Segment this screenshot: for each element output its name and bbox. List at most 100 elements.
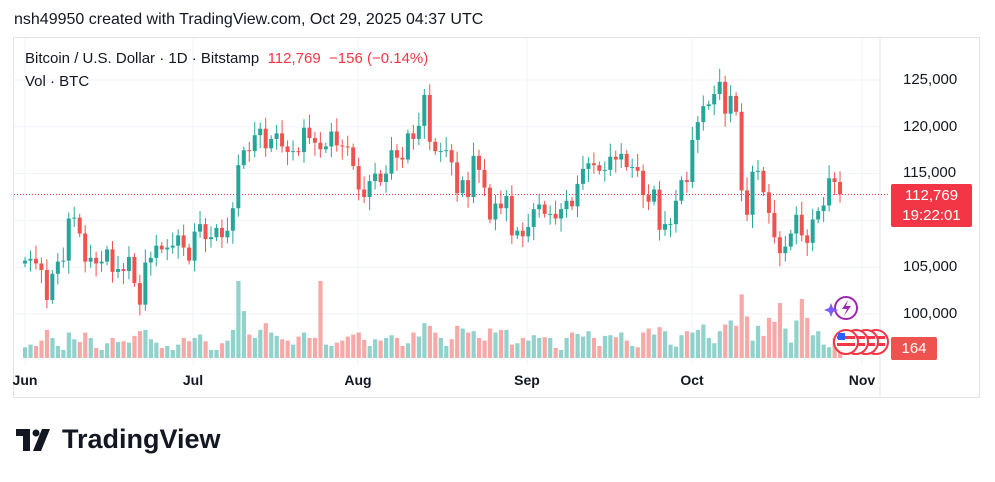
candles [23, 68, 843, 316]
candle-body [810, 219, 815, 243]
candle-body [356, 166, 361, 190]
volume-bar [821, 344, 826, 358]
candle-body [137, 283, 142, 305]
candle-body [258, 128, 263, 136]
volume-bar [739, 294, 744, 358]
candle-body [148, 257, 153, 263]
volume-bar [165, 345, 170, 358]
volume-bar [241, 311, 246, 358]
bar-countdown: 19:22:01 [902, 207, 961, 224]
volume-bar [498, 329, 504, 358]
volume-bar [433, 332, 438, 358]
candle-body [777, 237, 782, 254]
candle-body [449, 150, 454, 163]
volume-bar [159, 347, 164, 358]
volume-bar [772, 321, 777, 358]
volume-bar [509, 344, 515, 358]
candle-body [318, 142, 323, 150]
candle-body [712, 94, 717, 105]
volume-bar [794, 320, 799, 358]
candle-body [280, 133, 285, 147]
last-price-tag: 112,769 19:22:01 [891, 184, 972, 227]
candle-body [307, 127, 312, 139]
candle-body [827, 178, 832, 206]
candle-body [28, 258, 33, 261]
candle-body [50, 273, 55, 300]
volume-bar [340, 340, 345, 358]
volume-bar [827, 347, 832, 358]
volume-bar [143, 329, 148, 358]
candle-body [635, 167, 640, 171]
candle-body [400, 157, 405, 160]
volume-bar [591, 337, 597, 358]
candle-body [641, 170, 646, 196]
volume-bar [301, 332, 307, 358]
candle-body [312, 138, 317, 143]
candle-body [542, 204, 547, 214]
volume-bar [695, 329, 701, 358]
chart-panel[interactable] [13, 37, 980, 398]
candle-body [788, 233, 793, 247]
x-tick: Oct [680, 372, 704, 388]
candle-body [613, 156, 618, 160]
candle-body [373, 173, 378, 182]
volume-bar [526, 340, 531, 358]
candle-body [487, 187, 492, 220]
candle-body [619, 153, 624, 160]
volume-bar [148, 339, 154, 358]
candle-body [154, 245, 159, 258]
volume-bar [132, 335, 137, 358]
volume-bar [608, 335, 613, 358]
lightning-event-icon[interactable] [824, 296, 858, 320]
last-price: 112,769 [267, 50, 321, 67]
volume-bar [351, 334, 356, 358]
volume-bar [28, 344, 33, 358]
volume-bar [777, 303, 783, 358]
volume-bar [734, 325, 739, 358]
volume-bar [236, 280, 241, 358]
volume-bar [247, 334, 252, 358]
tradingview-logo-icon [16, 428, 50, 451]
volume-bar [460, 328, 465, 358]
volume-bar [312, 337, 318, 358]
volume-bar [455, 325, 460, 358]
candle-body [493, 203, 498, 220]
candle-body [301, 127, 306, 153]
candle-body [181, 235, 186, 248]
volume-bar [225, 340, 230, 358]
volume-bar [44, 329, 50, 358]
volume-bar [597, 345, 602, 358]
candle-body [23, 260, 27, 264]
logo-text: TradingView [62, 424, 221, 454]
candle-body [755, 170, 760, 172]
volume-bar [515, 343, 520, 358]
volume-bar [575, 333, 580, 358]
candle-body [334, 131, 339, 146]
volume-bar [176, 344, 181, 358]
volume-bar [799, 299, 804, 358]
volume-bar [291, 344, 296, 358]
volume-bar [230, 329, 236, 358]
candle-body [701, 106, 706, 123]
volume-bar [170, 349, 175, 358]
candle-body [187, 247, 192, 261]
candle-body [745, 190, 750, 215]
us-flag-economic-event-icon[interactable] [833, 329, 889, 355]
candle-body [652, 189, 657, 202]
candle-body [66, 218, 71, 261]
volume-bar [181, 337, 186, 358]
candle-body [471, 155, 476, 197]
volume-bar [444, 345, 449, 358]
candle-body [630, 167, 635, 169]
candle-body [198, 224, 203, 232]
volume-bar [706, 337, 711, 358]
symbol-title: Bitcoin / U.S. Dollar · 1D · Bitstamp [25, 50, 260, 67]
tradingview-logo[interactable]: TradingView [16, 424, 221, 455]
candle-body [553, 213, 558, 219]
volume-bar [66, 332, 71, 358]
volume-bar [717, 331, 722, 358]
candle-body [586, 163, 591, 169]
x-tick: Jul [182, 372, 204, 388]
volume-bar [553, 347, 558, 358]
